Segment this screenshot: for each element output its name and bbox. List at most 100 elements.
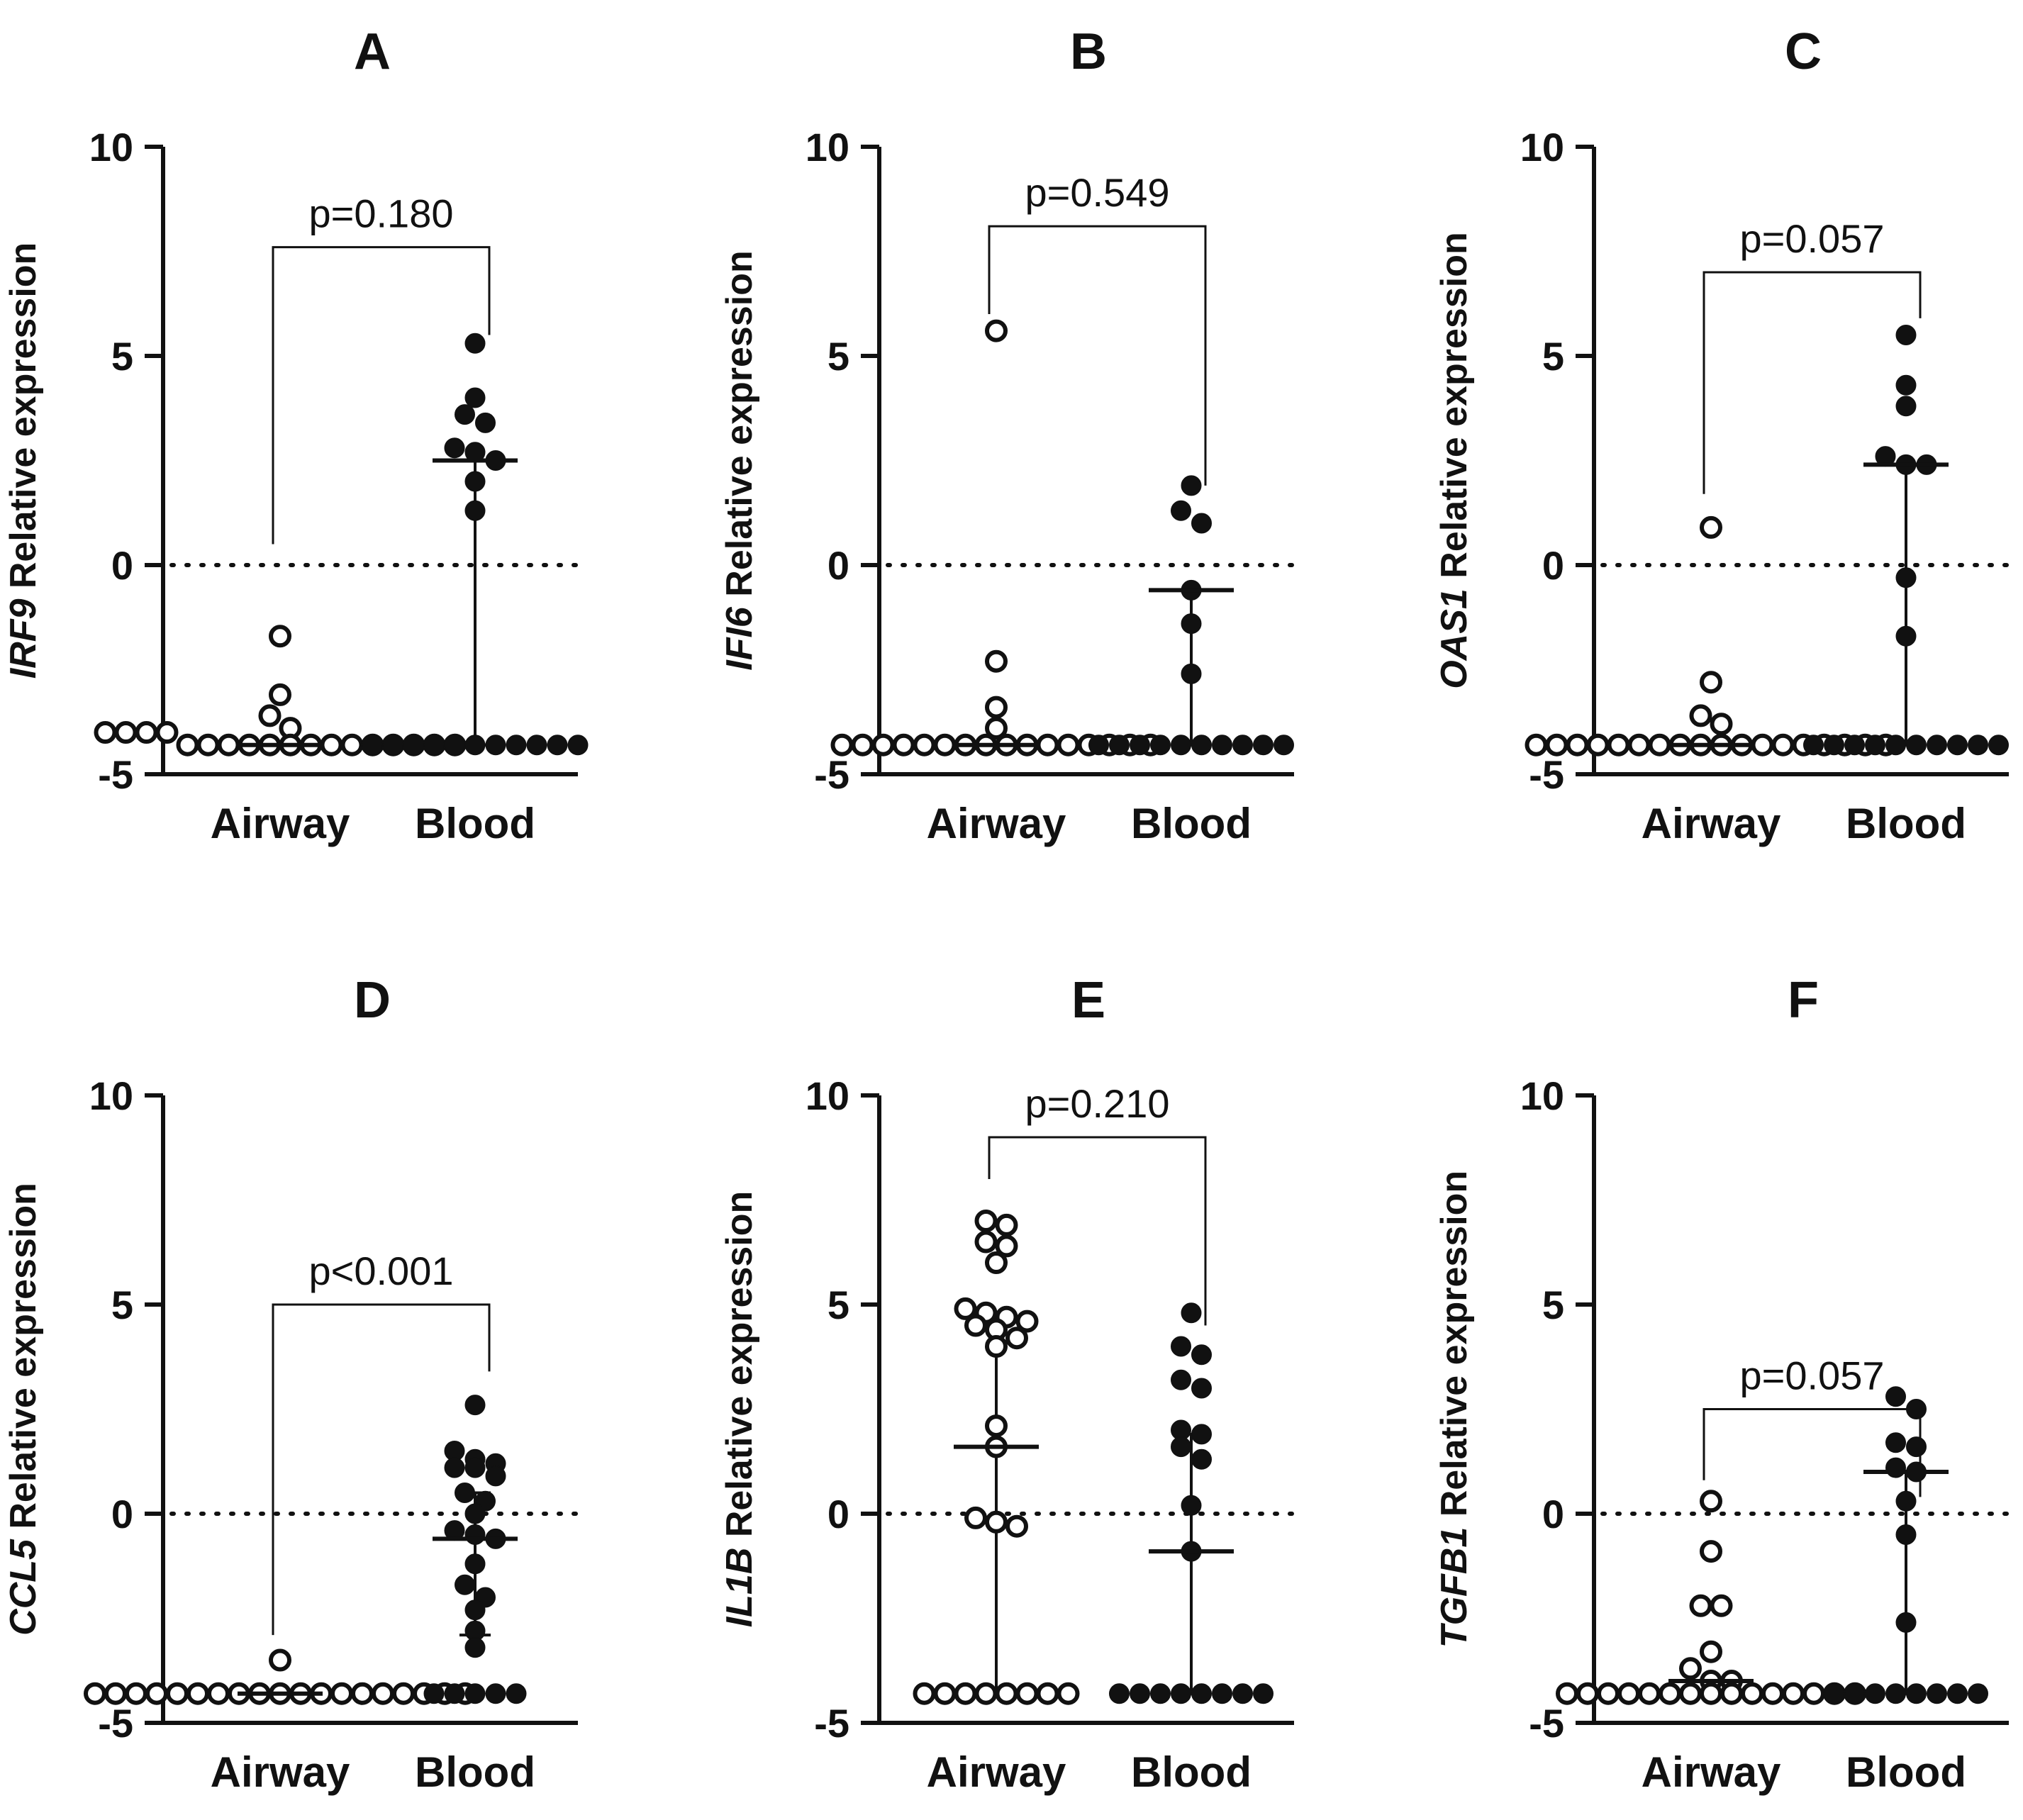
data-point xyxy=(1130,735,1150,756)
data-point xyxy=(423,1683,445,1704)
panel-letter: F xyxy=(1788,972,1819,1029)
data-point xyxy=(1895,1524,1917,1545)
y-tick-label: 5 xyxy=(827,334,849,379)
data-point xyxy=(196,733,220,757)
data-point xyxy=(1679,1682,1702,1705)
y-axis-label-gene: CCL5 xyxy=(3,1539,44,1636)
y-tick-label: 5 xyxy=(111,334,133,379)
data-point xyxy=(1710,1594,1733,1617)
y-tick-label: 5 xyxy=(1542,1283,1564,1327)
data-point xyxy=(1191,1424,1212,1445)
data-point xyxy=(1885,1683,1906,1704)
data-point xyxy=(974,1682,998,1705)
data-point xyxy=(320,733,343,757)
x-category-label: Blood xyxy=(415,800,535,847)
data-point xyxy=(114,721,138,744)
data-point xyxy=(1232,1683,1253,1704)
significance-bracket xyxy=(988,225,1207,486)
data-point xyxy=(392,1682,415,1705)
data-point xyxy=(1057,733,1080,757)
significance-bracket xyxy=(272,1303,491,1636)
data-point xyxy=(1689,1594,1712,1617)
data-point xyxy=(207,1682,230,1705)
y-tick-label: 0 xyxy=(1542,543,1564,588)
data-point xyxy=(1586,733,1610,757)
data-point xyxy=(1253,735,1274,756)
x-category-label: Blood xyxy=(1846,1748,1966,1796)
data-point xyxy=(464,1395,486,1416)
data-point xyxy=(475,412,496,433)
data-point xyxy=(1545,733,1568,757)
x-category-label: Airway xyxy=(927,800,1066,847)
data-point xyxy=(1212,735,1232,756)
data-point xyxy=(985,1414,1008,1438)
significance-bracket xyxy=(988,1136,1207,1326)
data-point xyxy=(974,1210,998,1232)
data-point xyxy=(1181,663,1202,684)
data-point xyxy=(485,1466,506,1487)
data-point xyxy=(985,649,1008,673)
data-point xyxy=(104,1682,127,1705)
data-point xyxy=(1181,613,1202,635)
data-point xyxy=(1906,1399,1927,1419)
data-point xyxy=(1865,1683,1885,1704)
data-point xyxy=(871,733,895,757)
x-category-label: Airway xyxy=(211,800,350,847)
data-point xyxy=(1659,1682,1681,1705)
y-axis-label-text: Relative expression xyxy=(3,1183,44,1539)
data-point xyxy=(84,1682,106,1705)
y-tick-label: 10 xyxy=(1520,1073,1564,1118)
data-point xyxy=(1895,1490,1917,1512)
data-point xyxy=(1895,325,1917,345)
y-axis-label-text: Relative expression xyxy=(1434,1171,1475,1527)
data-point xyxy=(1627,733,1651,757)
y-tick-label: 0 xyxy=(111,543,133,588)
data-point xyxy=(954,1682,977,1705)
data-point xyxy=(1150,735,1171,756)
data-point xyxy=(1638,1682,1661,1705)
data-point xyxy=(145,1682,168,1705)
data-point xyxy=(1171,1369,1191,1390)
data-point xyxy=(1130,1683,1150,1704)
y-tick-label: 10 xyxy=(806,125,849,169)
data-point xyxy=(1906,735,1927,756)
data-point xyxy=(1171,1683,1191,1704)
data-point xyxy=(464,1637,486,1658)
data-point xyxy=(372,1682,394,1705)
data-point xyxy=(269,683,291,706)
data-point xyxy=(1556,1682,1578,1705)
y-tick-label: 0 xyxy=(827,543,849,588)
data-point xyxy=(913,1682,936,1705)
data-point xyxy=(933,733,957,757)
data-point xyxy=(455,1574,475,1595)
data-point xyxy=(464,471,486,492)
panel-f: F 10 5 0 -5 TGFB1 Relative expression Airway Bl… xyxy=(1434,972,2011,1796)
data-point xyxy=(1191,735,1212,756)
data-point xyxy=(258,704,282,727)
x-category-label: Airway xyxy=(1642,800,1781,847)
data-point xyxy=(351,1682,374,1705)
data-point xyxy=(1191,1683,1212,1704)
data-point xyxy=(1710,713,1733,736)
x-category-label: Airway xyxy=(211,1748,350,1796)
y-axis-label-gene: IFI6 xyxy=(719,606,760,671)
data-point xyxy=(464,1553,486,1575)
series-airway xyxy=(1525,515,1897,757)
series-airway xyxy=(1556,1490,1866,1705)
data-point xyxy=(485,1683,506,1704)
data-point xyxy=(985,1335,1008,1358)
y-tick-label: 5 xyxy=(1542,334,1564,379)
series-airway xyxy=(830,319,1162,757)
x-category-label: Blood xyxy=(1131,1748,1252,1796)
data-point xyxy=(1232,735,1253,756)
series-blood xyxy=(1109,1302,1274,1704)
series-blood xyxy=(1088,475,1294,756)
y-tick-label: -5 xyxy=(1529,752,1564,797)
data-point xyxy=(464,1503,486,1524)
data-point xyxy=(1803,735,1824,756)
data-point xyxy=(1906,1683,1927,1704)
panel-letter: A xyxy=(354,23,391,80)
data-point xyxy=(464,333,486,354)
panel-a: A 10 5 0 -5 IRF9 Relative expression Airway Blo… xyxy=(3,23,589,847)
data-point xyxy=(1885,1432,1906,1453)
